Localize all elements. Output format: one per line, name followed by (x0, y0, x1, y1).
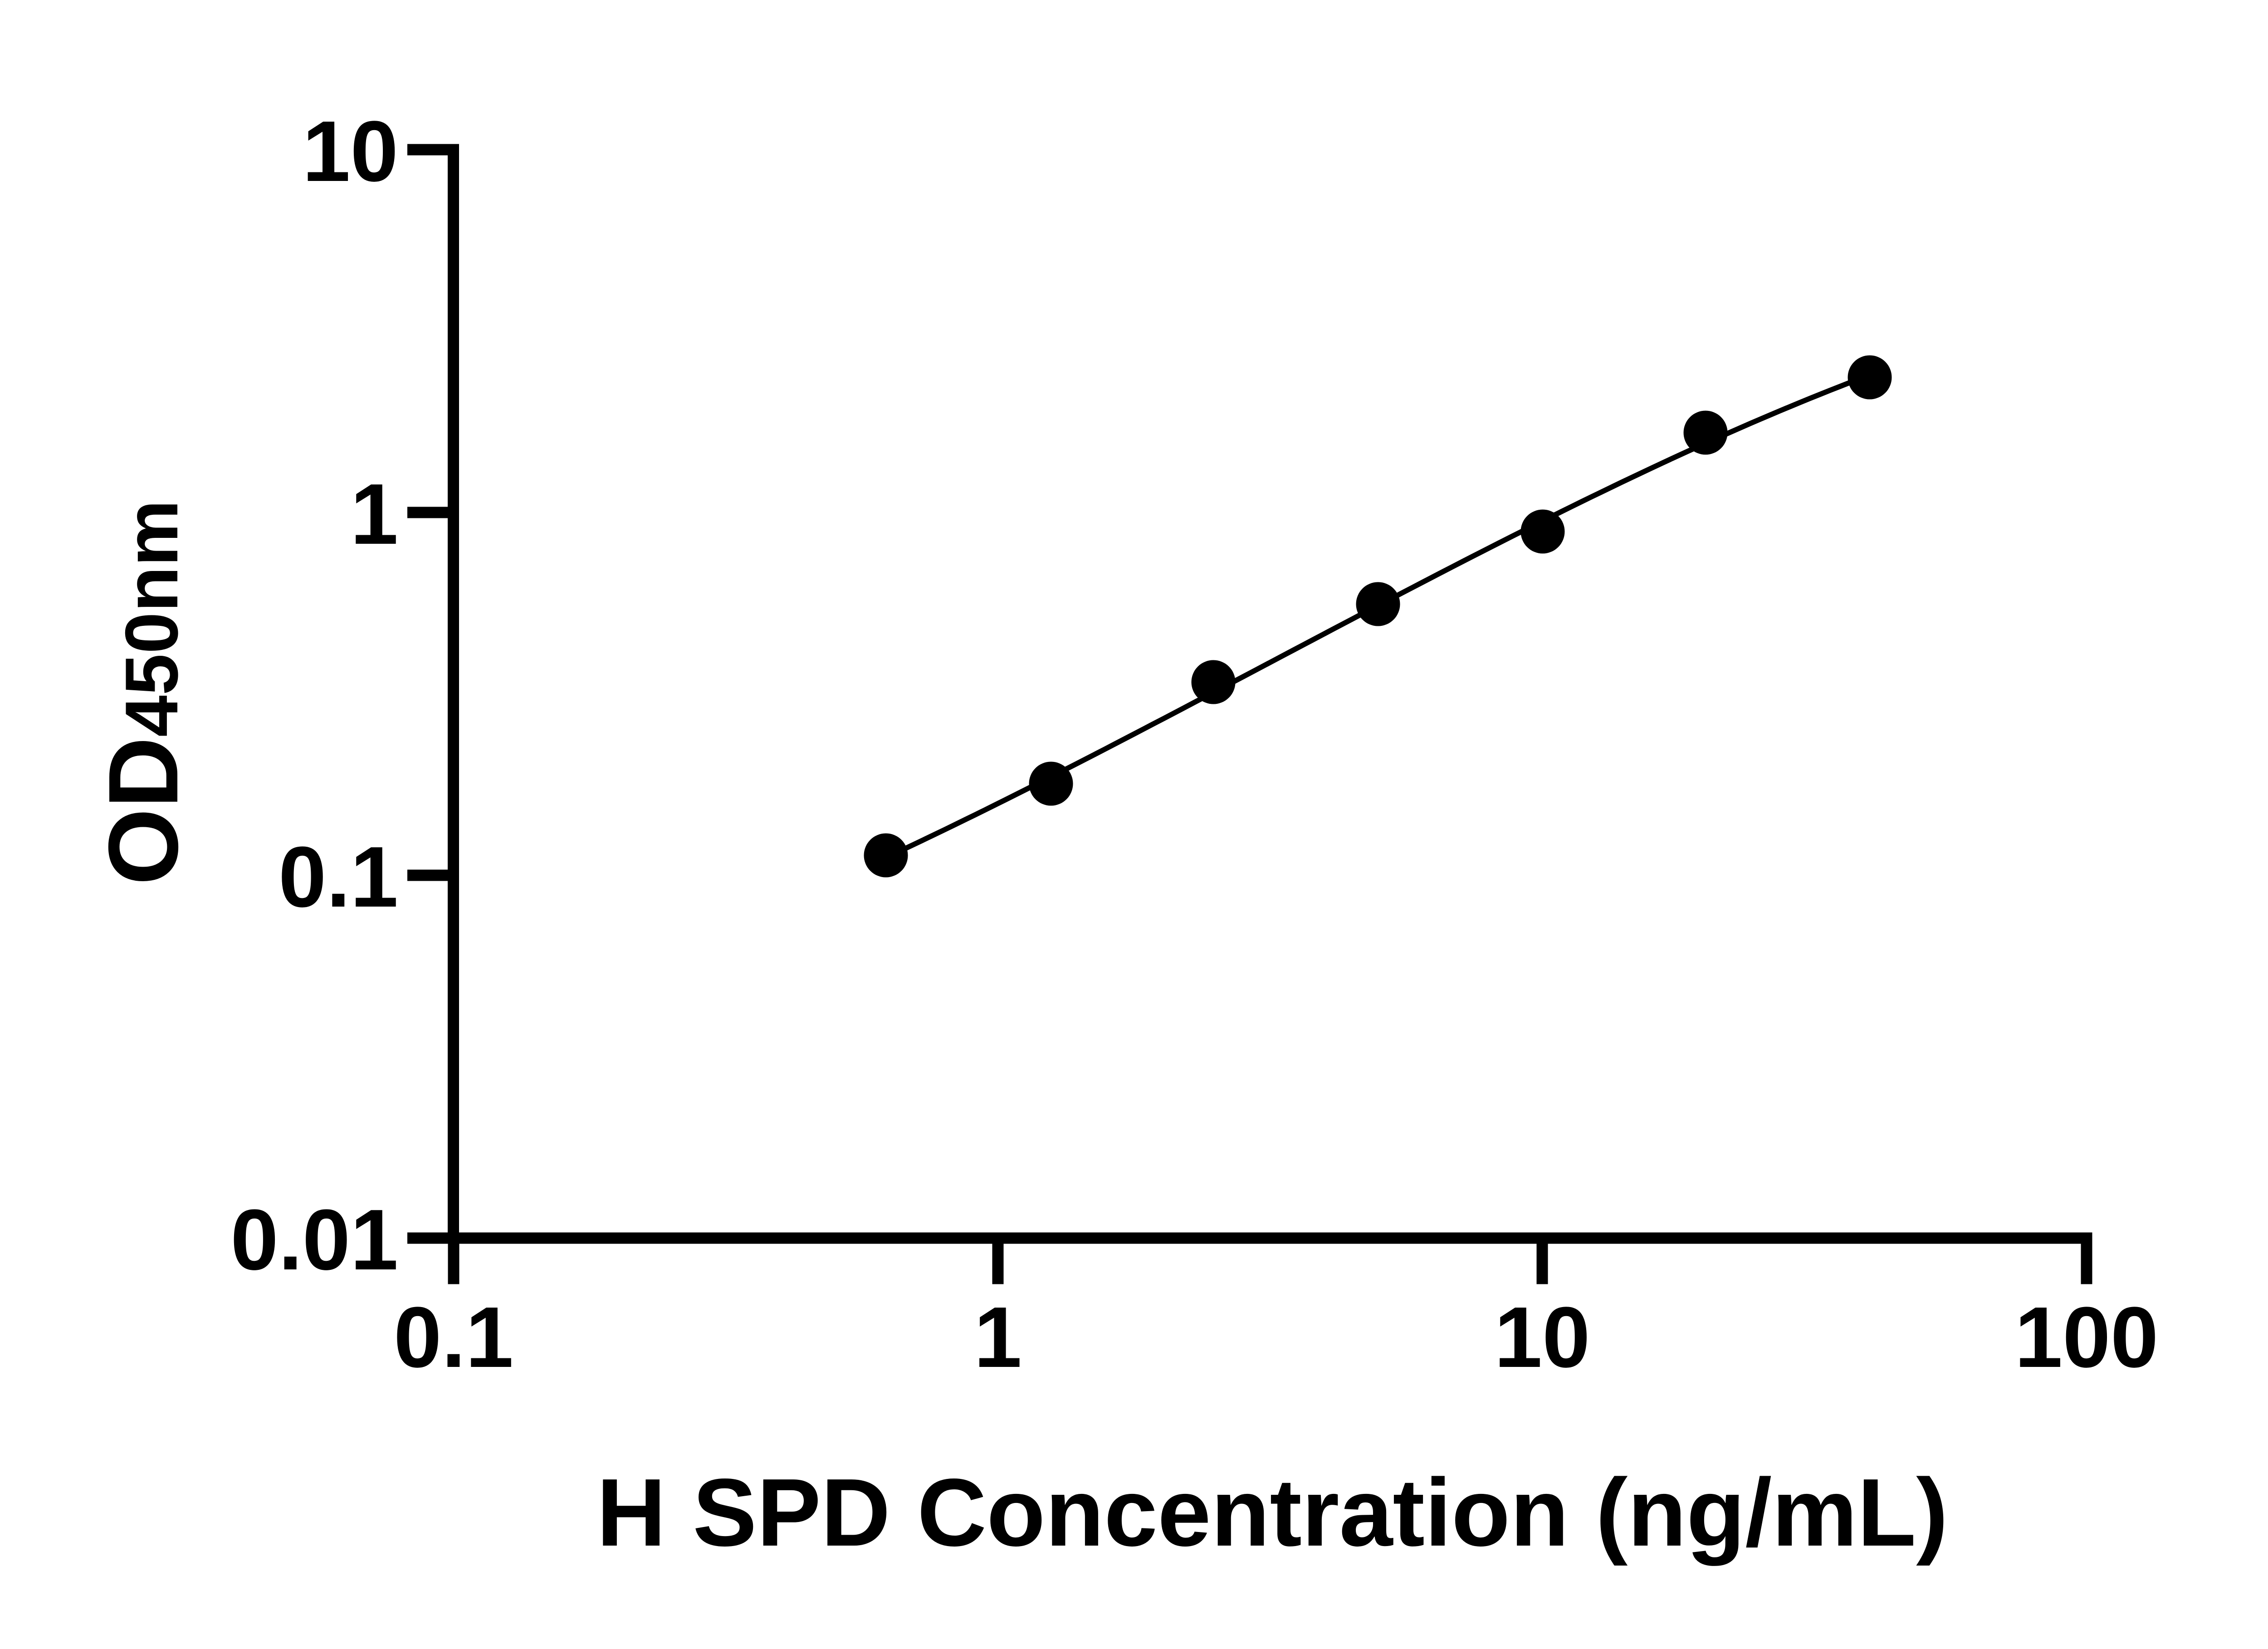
svg-text:H SPD Concentration (ng/mL): H SPD Concentration (ng/mL) (596, 1459, 1948, 1566)
svg-text:1: 1 (974, 1289, 1022, 1386)
svg-text:0.1: 0.1 (394, 1289, 513, 1386)
svg-text:1: 1 (350, 466, 398, 562)
svg-text:10: 10 (1494, 1289, 1590, 1386)
svg-text:0.1: 0.1 (279, 829, 398, 925)
svg-text:100: 100 (2014, 1289, 2158, 1386)
svg-text:10: 10 (303, 103, 398, 200)
svg-text:0.01: 0.01 (230, 1192, 398, 1288)
svg-text:OD450nm: OD450nm (88, 500, 199, 885)
